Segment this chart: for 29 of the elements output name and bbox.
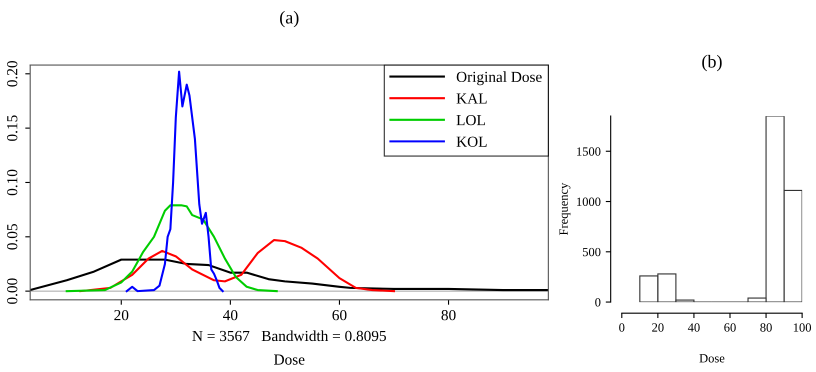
y-tick-label: 1500 — [577, 147, 600, 156]
legend-label: KAL — [456, 93, 487, 104]
x-tick-label: 80 — [441, 310, 456, 320]
y-tick-label: 0 — [595, 298, 600, 307]
chart-title: (b) — [702, 54, 722, 72]
y-tick-label: 0.20 — [7, 61, 18, 87]
legend-label: LOL — [456, 115, 485, 126]
x-tick-label: 60 — [332, 310, 347, 320]
x-tick-label: 100 — [794, 323, 812, 332]
x-tick-label: 40 — [223, 310, 238, 320]
x-tick-label: 40 — [688, 323, 700, 332]
x-tick-label: 20 — [114, 310, 128, 320]
x-tick-label: 20 — [652, 323, 664, 332]
x-tick-label: 60 — [724, 323, 736, 332]
y-tick-label: 500 — [582, 248, 600, 256]
chart-title: (a) — [280, 10, 298, 28]
y-tick-label: 0.05 — [7, 224, 18, 250]
y-tick-label: 0.15 — [7, 115, 18, 141]
x-tick-label: 0 — [619, 323, 624, 332]
y-tick-label: 0.10 — [7, 170, 18, 196]
y-tick-label: 1000 — [577, 198, 600, 206]
x-tick-label: 80 — [760, 323, 772, 332]
x-axis-title: Dose — [274, 354, 304, 365]
legend-label: KOL — [456, 136, 487, 147]
x-axis-title: Dose — [699, 354, 724, 362]
legend-label: Original Dose — [456, 71, 542, 86]
y-tick-label: 0.00 — [7, 278, 18, 304]
y-axis-title: Frequency — [560, 182, 570, 236]
text: N = 3567 Bandwidth = 0.8095 — [192, 330, 386, 342]
